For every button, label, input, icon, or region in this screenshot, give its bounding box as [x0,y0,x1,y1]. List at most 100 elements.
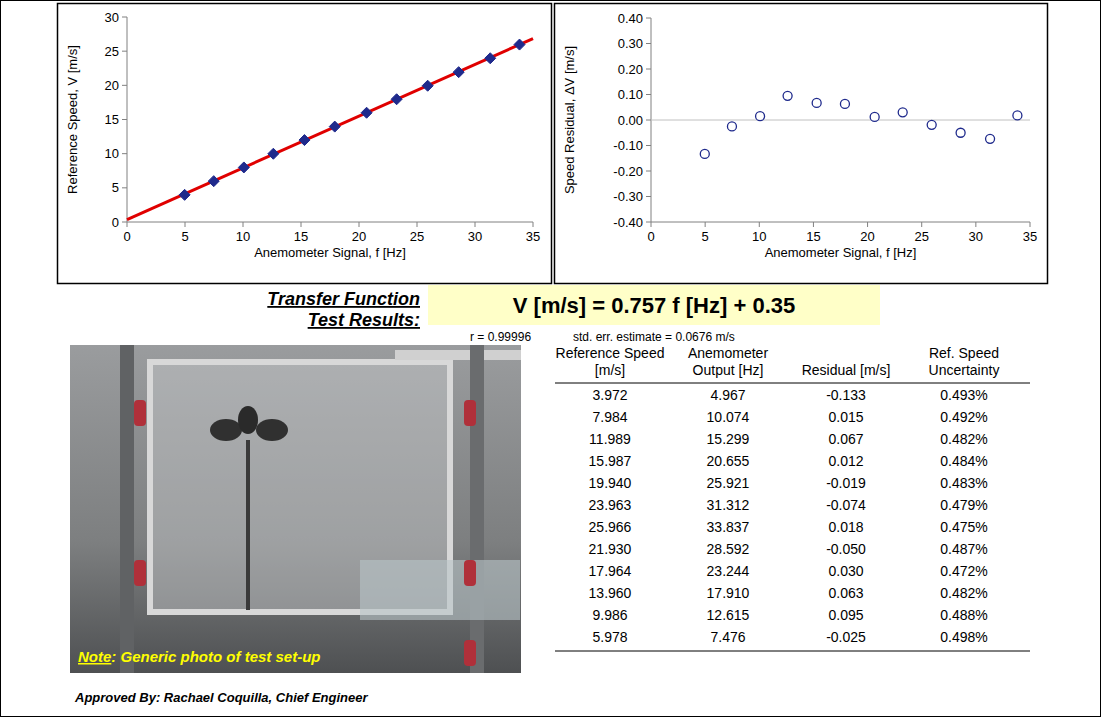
y-tick [646,120,651,121]
y-tick [122,153,127,154]
cup [210,419,242,441]
x-tick [417,222,418,227]
data-point [783,91,792,100]
y-tick [646,18,651,19]
data-point [268,148,279,159]
data-point [361,107,372,118]
y-tick-label: -0.10 [613,138,643,153]
x-tick-label: 10 [236,229,250,244]
rail [395,350,521,360]
data-point [986,134,995,143]
cup [256,419,288,441]
table-cell: 0.475% [940,519,987,535]
clamp [134,560,146,586]
y-tick [122,51,127,52]
header-line: Uncertainty [929,362,1000,378]
std-err: std. err. estimate = 0.0676 m/s [573,330,735,344]
x-tick [359,222,360,227]
x-tick [867,222,868,227]
x-tick [759,222,760,227]
y-tick [646,94,651,95]
y-tick-label: 20 [105,78,119,93]
y-tick-label: 10 [105,146,119,161]
x-tick [921,222,922,227]
table-cell: -0.025 [826,629,866,645]
y-tick-label: 0.00 [618,113,643,128]
x-tick-label: 10 [752,229,766,244]
table-header: Ref. SpeedUncertainty [929,345,1000,378]
table-cell: 0.482% [940,585,987,601]
table-cell: 0.095 [828,607,863,623]
table-header: AnemometerOutput [Hz] [688,345,768,378]
table-cell: 17.910 [707,585,750,601]
data-point [485,53,496,64]
x-tick [185,222,186,227]
mast [246,440,250,610]
y-tick-label: 30 [105,10,119,25]
photo-background [70,345,521,673]
x-tick-label: 30 [468,229,482,244]
table-cell: 31.312 [707,497,750,513]
x-tick-label: 5 [702,229,709,244]
table-cell: 0.479% [940,497,987,513]
y-tick-label: 15 [105,112,119,127]
data-point [238,162,249,173]
table-cell: 28.592 [707,541,750,557]
table-cell: -0.050 [826,541,866,557]
table-cell: -0.133 [826,387,866,403]
header-line: Ref. Speed [929,345,999,361]
table-cell: 0.498% [940,629,987,645]
table-cell: 15.299 [707,431,750,447]
data-point [453,67,464,78]
chart-panel: 0.400.300.200.100.00-0.10-0.20-0.30-0.40… [555,4,1048,284]
table-rule [555,383,1030,384]
photo: Note: Generic photo of test set-up [70,345,521,673]
panel-frame [58,4,552,284]
chart-panel: 05101520253005101520253035Anemometer Sig… [58,4,552,284]
test-results-label: Test Results: [308,310,420,330]
y-tick [646,171,651,172]
table-cell: 7.476 [710,629,745,645]
x-tick [1030,222,1031,227]
fit-line [127,39,533,220]
x-tick [475,222,476,227]
table-cell: 19.940 [589,475,632,491]
data-point [422,80,433,91]
table-cell: 3.972 [592,387,627,403]
table-cell: 0.015 [828,409,863,425]
header-line: Residual [m/s] [802,362,891,378]
data-point [391,94,402,105]
y-tick [122,187,127,188]
x-tick [533,222,534,227]
approval: Approved By: Rachael Coquilla, Chief Eng… [74,690,368,705]
table-cell: 25.966 [589,519,632,535]
header-line: Output [Hz] [693,362,764,378]
table-cell: 4.967 [710,387,745,403]
x-axis-line [651,222,1030,223]
y-tick-label: 0.20 [618,62,643,77]
table-cell: 0.492% [940,409,987,425]
y-tick [122,85,127,86]
table-cell: 5.978 [592,629,627,645]
table-cell: 0.012 [828,453,863,469]
zero-line [651,120,1030,121]
y-tick-label: 0 [112,215,119,230]
y-tick-label: 25 [105,44,119,59]
note-text: : Generic photo of test set-up [111,648,320,665]
table-cell: 0.030 [828,563,863,579]
x-axis-title: Anemometer Signal, f [Hz] [254,245,406,260]
table-header: Residual [m/s] [802,362,891,378]
x-tick [975,222,976,227]
header-line: Reference Speed [556,345,665,361]
x-tick-label: 35 [1023,229,1037,244]
clamp [464,640,476,666]
table-cell: -0.019 [826,475,866,491]
table-cell: 13.960 [589,585,632,601]
y-axis-title: Speed Residual, ΔV [m/s] [562,46,577,194]
x-tick-label: 15 [294,229,308,244]
x-tick-label: 0 [123,229,130,244]
clamp [134,400,146,426]
x-tick [127,222,128,227]
table-cell: 33.837 [707,519,750,535]
data-point [727,122,736,131]
